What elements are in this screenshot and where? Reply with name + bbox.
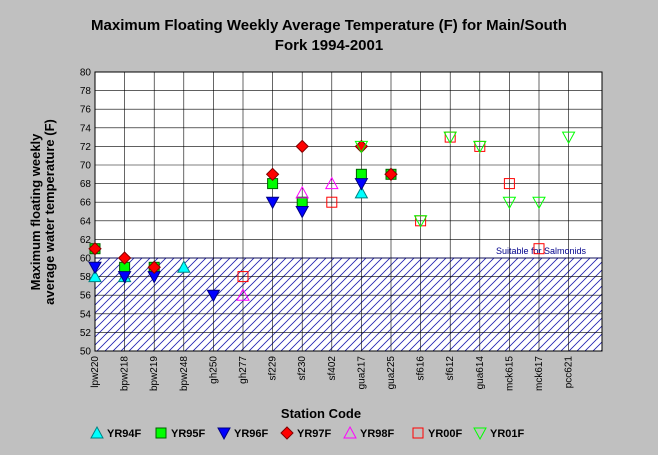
- point-yr01f: [532, 196, 546, 210]
- y-tick-label: 68: [80, 179, 92, 190]
- y-axis-label-line1: Maximum floating weekly: [28, 133, 43, 291]
- point-yr00f: [503, 178, 515, 190]
- x-tick-label: bpw248: [179, 356, 190, 391]
- y-tick-label: 66: [80, 198, 92, 209]
- point-yr98f: [324, 176, 339, 190]
- point-yr96f: [265, 196, 280, 210]
- legend-label-yr97f: YR97F: [297, 428, 332, 440]
- point-yr01f: [561, 131, 576, 145]
- legend-marker-yr00f: [412, 427, 424, 439]
- x-tick-label: gua614: [475, 356, 486, 390]
- point-yr97f: [384, 167, 398, 182]
- point-yr01f: [413, 215, 428, 228]
- point-yr96f: [206, 289, 221, 303]
- legend-label-yr00f: YR00F: [428, 428, 463, 440]
- point-yr01f: [354, 140, 369, 154]
- point-yr96f: [88, 261, 102, 275]
- data-points: [88, 131, 576, 303]
- point-yr00f: [533, 243, 545, 255]
- point-yr97f: [295, 139, 309, 154]
- x-tick-label: sf229: [268, 356, 279, 381]
- point-yr95f: [355, 168, 367, 180]
- x-tick-label: gh250: [208, 356, 219, 384]
- legend-item-yr00f: YR00F: [412, 427, 463, 440]
- x-tick-label: sf402: [327, 356, 338, 381]
- legend-marker-yr95f: [155, 427, 167, 439]
- point-yr96f: [295, 206, 310, 219]
- legend-label-yr94f: YR94F: [107, 428, 142, 440]
- y-tick-label: 78: [80, 86, 92, 97]
- point-yr94f: [354, 185, 369, 199]
- point-yr00f: [326, 196, 338, 208]
- y-tick-label: 72: [80, 142, 92, 153]
- y-tick-label: 54: [80, 309, 92, 320]
- x-tick-label: gh277: [238, 356, 249, 384]
- point-yr95f: [296, 196, 308, 208]
- legend-item-yr97f: YR97F: [280, 426, 332, 440]
- x-tick-label: lpw220: [90, 356, 101, 388]
- legend: YR94F YR95F YR96F YR97F YR98F YR00F YR01F: [90, 425, 525, 441]
- point-yr94f: [176, 260, 191, 273]
- legend-item-yr98f: YR98F: [343, 425, 395, 440]
- grid-lines: [94, 71, 602, 352]
- plot-border: [94, 71, 603, 352]
- legend-item-yr96f: YR96F: [217, 427, 269, 441]
- y-tick-label: 50: [80, 347, 92, 358]
- point-yr94f: [88, 269, 102, 283]
- x-tick-label: pcc621: [564, 356, 575, 389]
- legend-marker-yr97f: [280, 426, 294, 440]
- point-yr98f: [236, 288, 250, 301]
- point-yr97f: [88, 241, 102, 256]
- legend-label-yr98f: YR98F: [360, 428, 395, 440]
- suitable-band: [95, 258, 602, 351]
- y-tick-label: 56: [80, 291, 92, 302]
- legend-label-yr96f: YR96F: [234, 428, 269, 440]
- y-tick-label: 76: [80, 105, 92, 116]
- x-tick-label: gua225: [386, 356, 397, 390]
- legend-item-yr01f: YR01F: [473, 427, 525, 441]
- point-yr00f: [237, 271, 249, 283]
- y-tick-label: 60: [80, 254, 92, 265]
- chart-title-line1: Maximum Floating Weekly Average Temperat…: [91, 17, 567, 34]
- suitable-band-label: Suitable for Salmonids: [496, 246, 587, 256]
- x-tick-label: sf616: [416, 356, 427, 381]
- legend-item-yr94f: YR94F: [90, 425, 142, 440]
- legend-marker-yr96f: [217, 427, 231, 441]
- x-tick-labels: lpw220 bpw218 bpw219 bpw248 gh250 gh277 sf229 s…: [90, 356, 575, 391]
- y-tick-label: 70: [80, 161, 92, 172]
- chart-title-line2: Fork 1994-2001: [275, 37, 383, 54]
- y-tick-label: 52: [80, 328, 92, 339]
- x-tick-label: bpw219: [149, 356, 160, 391]
- point-yr01f: [502, 196, 517, 210]
- point-yr97f: [147, 260, 161, 275]
- y-tick-label: 74: [80, 123, 92, 134]
- x-tick-label: sf230: [297, 356, 308, 381]
- x-tick-label: gua217: [356, 356, 367, 390]
- legend-label-yr95f: YR95F: [171, 428, 206, 440]
- x-tick-label: mck617: [534, 356, 545, 391]
- x-tick-label: mck615: [504, 356, 515, 391]
- legend-marker-yr01f: [473, 427, 487, 441]
- point-yr01f: [472, 140, 487, 154]
- x-tick-label: sf612: [445, 356, 456, 381]
- point-yr01f: [443, 131, 458, 145]
- legend-marker-yr94f: [90, 425, 104, 439]
- legend-marker-yr98f: [343, 425, 357, 439]
- y-tick-labels: 50 52 54 56 58 60 62 64 66 68 70 72 74 76 78 80: [80, 68, 92, 358]
- point-yr97f: [265, 167, 280, 182]
- y-axis-label-line2: average water temperature (F): [42, 119, 57, 305]
- y-tick-label: 80: [80, 68, 92, 79]
- y-tick-label: 58: [80, 272, 92, 283]
- point-yr98f: [295, 185, 310, 199]
- point-yr97f: [117, 251, 132, 265]
- y-tick-label: 62: [80, 235, 92, 246]
- x-tick-label: bpw218: [120, 356, 131, 391]
- point-yr96f: [354, 178, 369, 191]
- point-yr96f: [117, 271, 132, 284]
- legend-item-yr95f: YR95F: [155, 427, 206, 440]
- x-axis-label: Station Code: [281, 406, 361, 421]
- y-tick-label: 64: [80, 216, 92, 227]
- legend-label-yr01f: YR01F: [490, 428, 525, 440]
